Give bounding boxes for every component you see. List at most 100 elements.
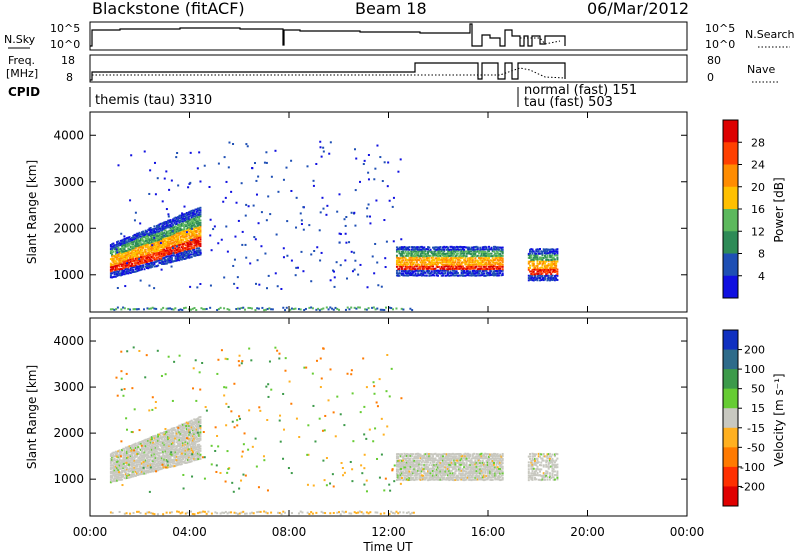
data-cell <box>133 455 136 458</box>
data-cell <box>409 453 412 456</box>
data-cell <box>466 472 469 475</box>
data-cell <box>177 459 180 462</box>
data-cell <box>453 459 456 462</box>
data-cell <box>162 252 165 255</box>
data-cell <box>157 433 160 436</box>
data-cell <box>175 249 178 252</box>
data-cell <box>490 248 493 251</box>
data-cell <box>139 258 142 261</box>
data-cell <box>417 461 420 464</box>
data-cell <box>538 267 541 270</box>
data-cell <box>319 146 322 149</box>
data-cell <box>119 272 122 275</box>
data-cell <box>172 452 175 455</box>
data-cell <box>118 461 121 464</box>
data-cell <box>420 478 423 481</box>
data-cell <box>164 440 167 443</box>
data-cell <box>153 461 156 464</box>
data-cell <box>191 455 194 458</box>
data-cell <box>414 453 417 456</box>
data-cell <box>451 452 454 455</box>
data-cell <box>448 454 451 457</box>
data-cell <box>174 255 177 258</box>
data-cell <box>441 248 444 251</box>
data-cell <box>190 434 193 437</box>
data-cell <box>326 204 329 207</box>
data-cell <box>191 445 194 448</box>
data-cell <box>536 279 539 282</box>
data-cell <box>485 272 488 275</box>
data-cell <box>542 262 545 265</box>
data-cell <box>111 249 114 252</box>
data-cell <box>454 271 457 274</box>
data-cell <box>195 253 198 256</box>
data-cell <box>470 246 473 249</box>
data-cell <box>408 454 411 457</box>
data-cell <box>140 446 143 449</box>
data-cell <box>160 258 163 261</box>
data-cell <box>413 468 416 471</box>
data-cell <box>145 444 148 447</box>
data-cell <box>481 261 484 264</box>
data-cell <box>185 231 188 234</box>
data-cell <box>193 222 196 225</box>
data-cell <box>165 220 168 223</box>
data-cell <box>398 453 401 456</box>
data-cell <box>414 478 417 481</box>
data-cell <box>177 184 180 187</box>
data-cell <box>193 428 196 431</box>
data-cell <box>480 248 483 251</box>
data-cell <box>131 456 134 459</box>
data-cell <box>122 241 125 244</box>
data-cell <box>124 473 127 476</box>
data-cell <box>126 257 129 260</box>
data-cell <box>458 248 461 251</box>
data-cell <box>152 465 155 468</box>
data-cell <box>150 456 153 459</box>
data-cell <box>157 435 160 438</box>
data-cell <box>196 239 199 242</box>
data-cell <box>541 260 544 263</box>
data-cell <box>397 272 400 275</box>
data-cell <box>162 234 165 237</box>
data-cell <box>127 253 130 256</box>
data-cell <box>550 264 553 267</box>
data-cell <box>124 240 127 243</box>
data-cell <box>133 236 136 239</box>
data-cell <box>129 271 132 274</box>
data-cell <box>538 274 541 277</box>
data-cell <box>535 277 538 280</box>
data-cell <box>419 463 422 466</box>
data-cell <box>198 221 201 224</box>
data-cell <box>471 271 474 274</box>
data-cell <box>184 306 187 309</box>
data-cell <box>527 266 530 269</box>
data-cell <box>116 262 119 265</box>
data-cell <box>117 243 120 246</box>
data-cell <box>158 246 161 249</box>
data-cell <box>532 250 535 253</box>
data-cell <box>154 233 157 236</box>
data-cell <box>430 252 433 255</box>
data-cell <box>395 468 398 471</box>
data-cell <box>182 224 185 227</box>
data-cell <box>500 259 503 262</box>
data-cell <box>548 269 551 272</box>
data-cell <box>428 457 431 460</box>
data-cell <box>147 469 150 472</box>
data-cell <box>149 438 152 441</box>
data-cell <box>129 258 132 261</box>
data-cell <box>228 308 231 311</box>
data-cell <box>163 465 166 468</box>
data-cell <box>490 265 493 268</box>
data-cell <box>129 242 132 245</box>
data-cell <box>173 219 176 222</box>
data-cell <box>459 457 462 460</box>
data-cell <box>190 424 193 427</box>
data-cell <box>198 207 201 210</box>
data-cell <box>118 242 121 245</box>
data-cell <box>450 476 453 479</box>
data-cell <box>154 246 157 249</box>
data-cell <box>548 267 551 270</box>
data-cell <box>196 437 199 440</box>
